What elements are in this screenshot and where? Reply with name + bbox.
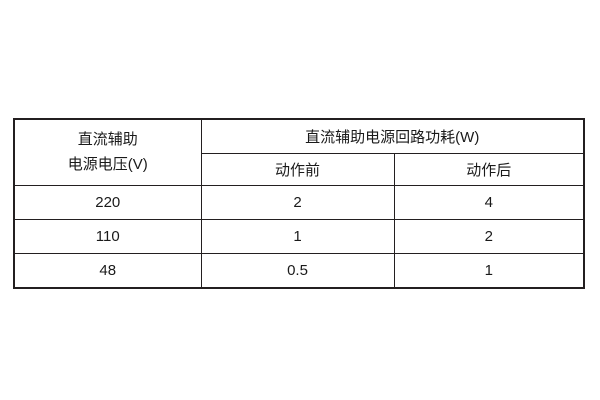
table-header-row-secondary: 动作前 动作后	[14, 153, 585, 186]
header-cell-after-action: 动作后	[393, 153, 585, 186]
header-voltage-line-1: 直流辅助	[77, 131, 138, 149]
cell-power-after: 2	[393, 219, 585, 254]
table-header-row-primary: 直流辅助 电源电压(V) 直流辅助电源回路功耗(W)	[13, 118, 585, 186]
header-cell-voltage: 直流辅助 电源电压(V)	[13, 118, 202, 186]
table-row: 110 1 2	[13, 219, 585, 254]
header-cell-power-group: 直流辅助电源回路功耗(W)	[200, 118, 585, 154]
cell-voltage: 110	[13, 219, 202, 254]
cell-power-after: 4	[393, 185, 585, 220]
table-row: 220 2 4	[13, 185, 585, 220]
table-row: 48 0.5 1	[13, 253, 585, 289]
cell-power-before: 0.5	[200, 253, 395, 289]
cell-power-before: 2	[200, 185, 395, 220]
header-voltage-line-2: 电源电压(V)	[67, 155, 148, 173]
header-cell-before-action: 动作前	[200, 153, 395, 186]
cell-power-before: 1	[200, 219, 395, 254]
power-consumption-table: 直流辅助 电源电压(V) 直流辅助电源回路功耗(W) 动作前 动作后 220 2…	[13, 118, 585, 289]
table-header: 直流辅助 电源电压(V) 直流辅助电源回路功耗(W) 动作前 动作后	[13, 118, 585, 186]
cell-voltage: 220	[13, 185, 202, 220]
spec-table-container: 直流辅助 电源电压(V) 直流辅助电源回路功耗(W) 动作前 动作后 220 2…	[13, 118, 585, 289]
cell-power-after: 1	[393, 253, 585, 289]
table-body: 220 2 4 110 1 2 48 0.5 1	[13, 185, 585, 289]
cell-voltage: 48	[13, 253, 202, 289]
